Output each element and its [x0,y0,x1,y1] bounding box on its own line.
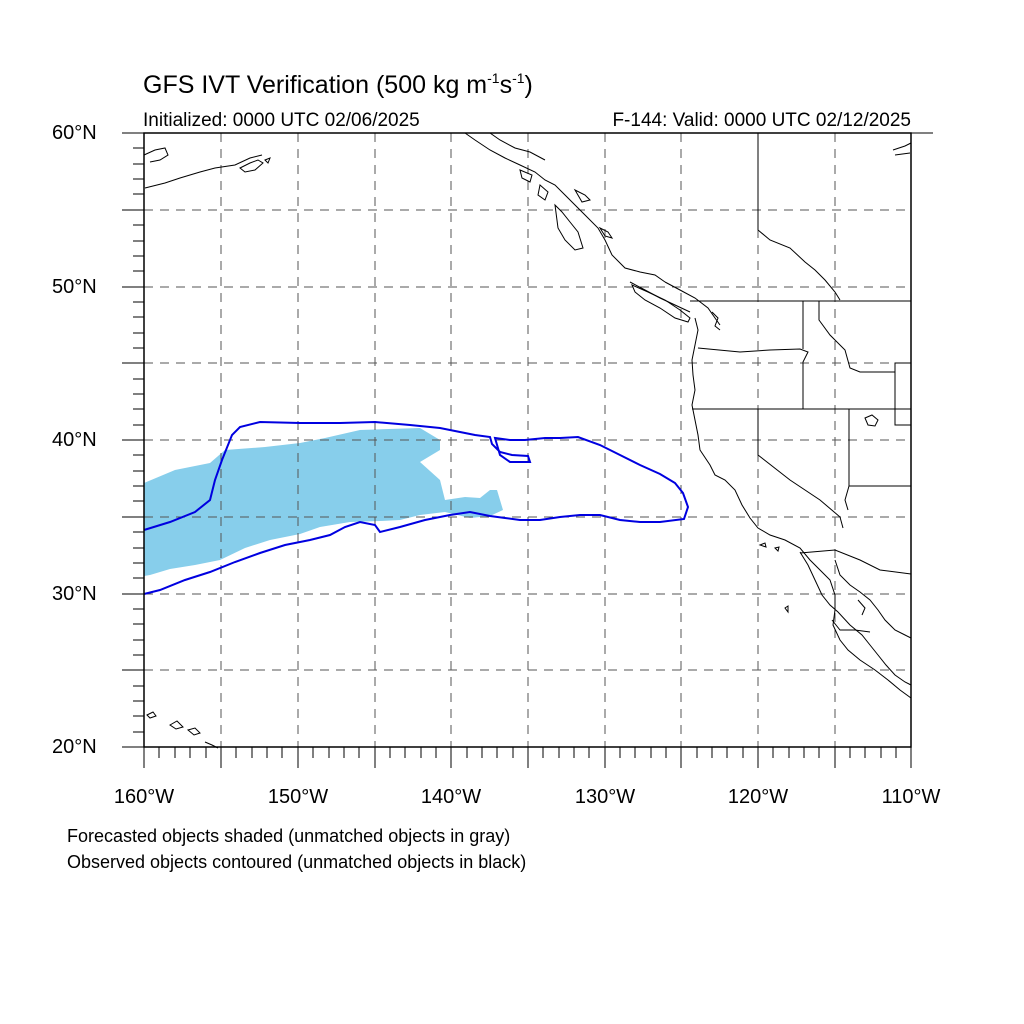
lon-label-120w: 120°W [727,786,789,808]
lon-label-160w: 160°W [113,786,175,808]
observed-object-contour [143,420,690,595]
map-title: GFS IVT Verification (500 kg m-1s-1) [143,70,533,99]
lat-label-40n: 40°N [52,429,97,451]
lat-label-60n: 60°N [52,122,97,144]
forecast-caption: Forecasted objects shaded (unmatched obj… [67,826,511,846]
lon-label-150w: 150°W [267,786,329,808]
lon-label-130w: 130°W [574,786,636,808]
initialized-label: Initialized: 0000 UTC 02/06/2025 [143,110,420,131]
coastlines [143,132,912,749]
lat-label-30n: 30°N [52,583,97,605]
lon-label-110w: 110°W [881,786,941,808]
tick-marks [122,132,933,768]
valid-label: F-144: Valid: 0000 UTC 02/12/2025 [612,110,911,131]
observed-caption: Observed objects contoured (unmatched ob… [67,852,527,872]
lon-label-140w: 140°W [420,786,482,808]
lat-label-20n: 20°N [52,736,97,758]
forecast-object [144,428,503,576]
lat-label-50n: 50°N [52,276,97,298]
